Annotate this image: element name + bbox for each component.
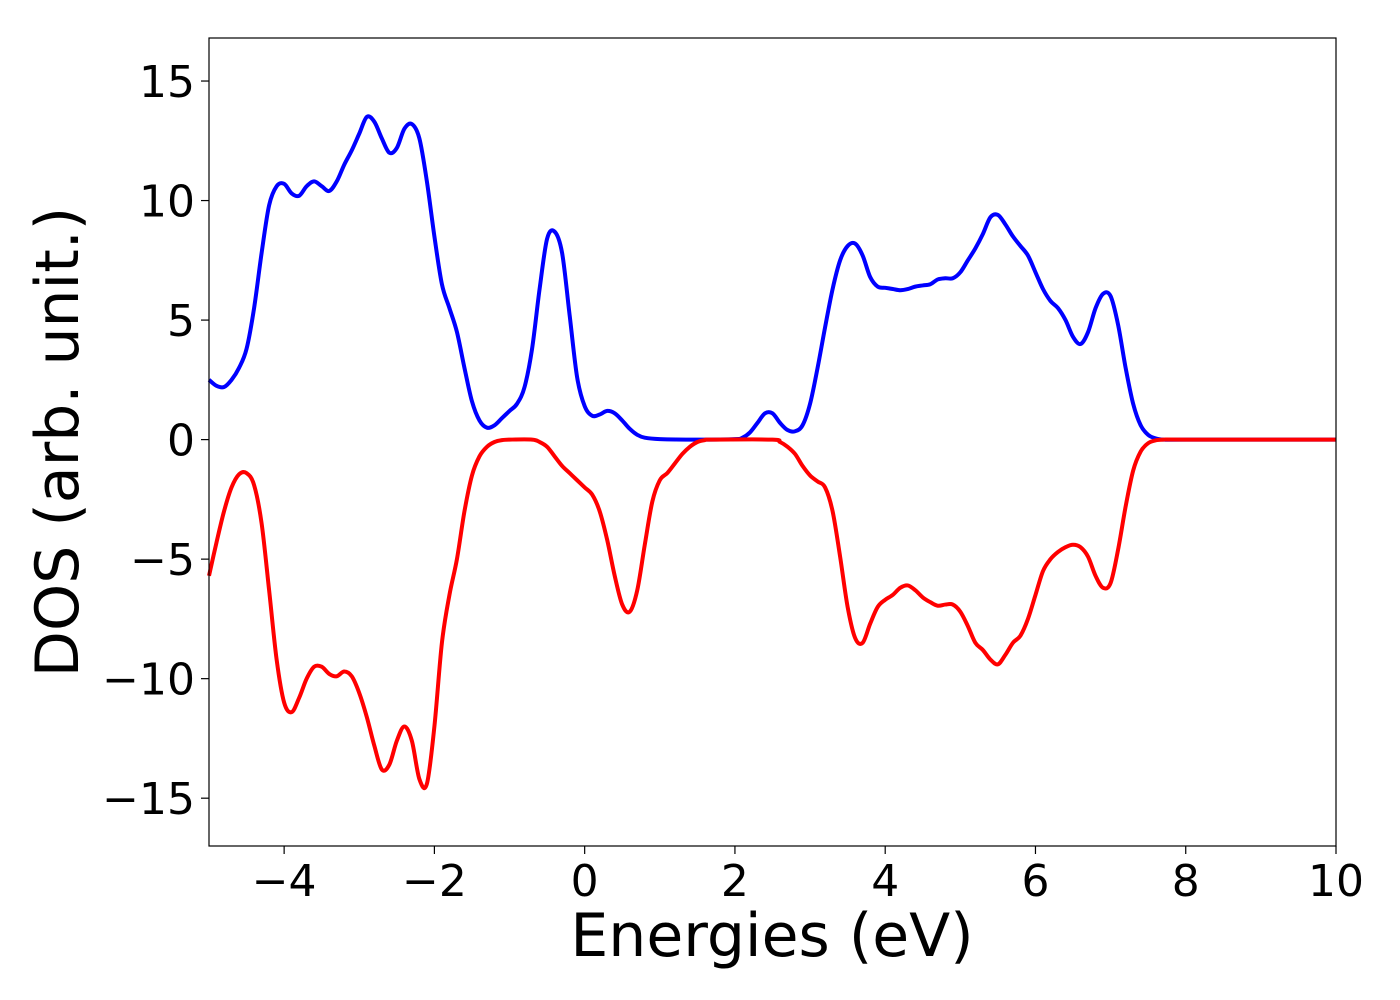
y-tick-label: 10 <box>139 177 195 228</box>
x-tick-label: 6 <box>1021 856 1049 907</box>
y-tick-label: −10 <box>102 655 195 706</box>
series-layer <box>207 114 1336 791</box>
x-tick-label: 10 <box>1308 856 1364 907</box>
x-tick-label: 0 <box>571 856 599 907</box>
x-tick-label: 4 <box>871 856 899 907</box>
x-tick-label: −2 <box>402 856 467 907</box>
plot-frame <box>208 37 1337 847</box>
y-tick-label: 5 <box>167 296 195 347</box>
y-tick-label: −5 <box>130 535 195 586</box>
series-line-red <box>207 437 1336 791</box>
y-axis-label: DOS (arb. unit.) <box>23 207 93 677</box>
y-axis-ticks: 15 10 5 0 −5 −10 −15 <box>102 57 209 825</box>
y-tick-label: 15 <box>139 57 195 108</box>
y-tick-label: −15 <box>102 774 195 825</box>
y-tick-label: 0 <box>167 416 195 467</box>
x-tick-label: 8 <box>1172 856 1200 907</box>
x-axis-label: Energies (eV) <box>570 901 973 971</box>
x-tick-label: −4 <box>252 856 317 907</box>
x-tick-label: 2 <box>721 856 749 907</box>
x-axis-ticks: −4 −2 0 2 4 6 8 10 <box>252 846 1364 907</box>
